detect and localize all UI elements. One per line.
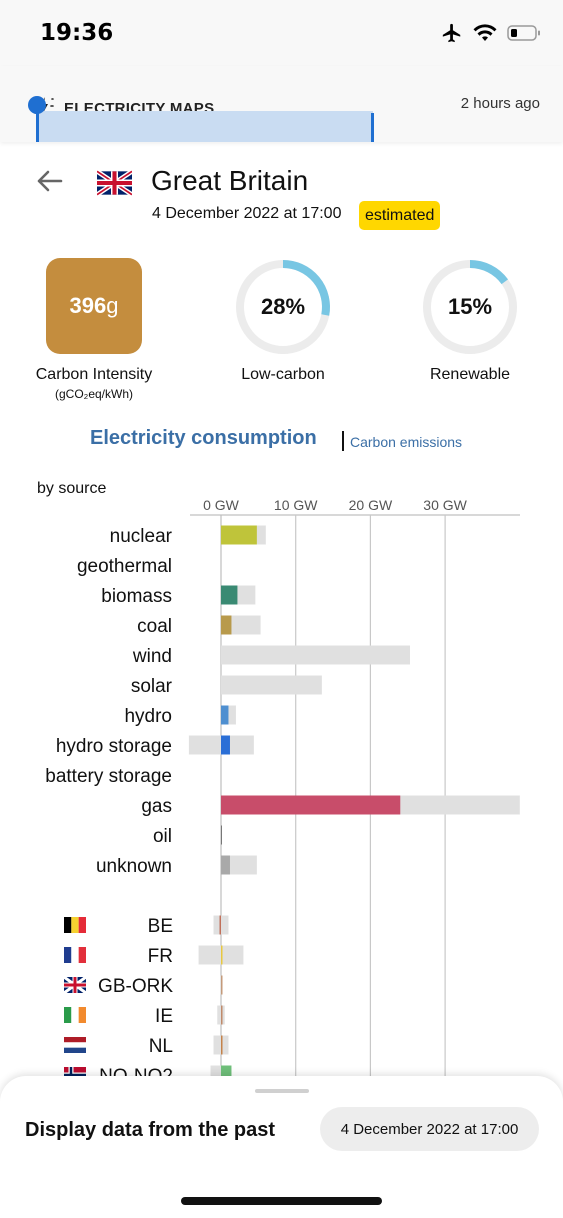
flag-stripe xyxy=(64,1047,86,1053)
carbon-intensity-unit: (gCO₂eq/kWh) xyxy=(54,387,133,401)
source-label: hydro storage xyxy=(56,736,172,757)
time-slider-handle[interactable] xyxy=(28,96,46,114)
exchange-bar xyxy=(221,1065,232,1085)
exchange-bar xyxy=(221,1005,223,1025)
flag-stripe xyxy=(71,917,79,933)
source-label: battery storage xyxy=(45,766,172,787)
low-carbon-gauge[interactable] xyxy=(233,257,333,357)
low-carbon-label: Low-carbon xyxy=(241,366,325,383)
source-label: coal xyxy=(137,616,172,637)
production-bar xyxy=(221,735,230,755)
flag-stripe xyxy=(78,917,86,933)
by-source-label: by source xyxy=(37,480,107,497)
status-icons xyxy=(441,22,541,49)
tab-carbon-emissions[interactable]: Carbon emissions xyxy=(350,434,463,450)
tab-electricity-consumption[interactable]: Electricity consumption xyxy=(90,427,317,449)
zone-date: 4 December 2022 at 17:00 xyxy=(152,205,342,222)
carbon-intensity-unit-suffix: g xyxy=(106,293,119,318)
production-bar xyxy=(221,525,257,545)
x-tick-label: 20 GW xyxy=(349,497,393,513)
x-tick-label: 10 GW xyxy=(274,497,318,513)
flag-stripe xyxy=(78,947,86,963)
source-label: unknown xyxy=(96,856,172,877)
production-chart: 0 GW 10 GW 20 GW 30 GW nuclear geothermal biom… xyxy=(45,497,520,1090)
last-updated: 2 hours ago xyxy=(460,95,540,112)
source-label: wind xyxy=(132,646,172,667)
flag-stripe xyxy=(78,1007,86,1023)
renewable-gauge[interactable] xyxy=(420,257,520,357)
low-carbon-value: 28% xyxy=(260,294,306,319)
time-slider-stem xyxy=(36,110,39,142)
exchange-label: IE xyxy=(155,1006,173,1027)
capacity-bar xyxy=(221,675,322,695)
exchange-label: FR xyxy=(148,946,173,967)
x-tick-label: 0 GW xyxy=(203,497,240,513)
production-bar xyxy=(221,585,238,605)
source-label: biomass xyxy=(101,586,172,607)
production-bar xyxy=(221,615,232,635)
source-label: solar xyxy=(131,676,173,697)
uk-flag-icon xyxy=(95,169,134,197)
sheet-handle[interactable] xyxy=(255,1089,309,1093)
wifi-icon xyxy=(473,24,497,47)
status-time: 19:36 xyxy=(40,20,114,46)
arrow-left-icon xyxy=(35,169,63,198)
exchange-label: NL xyxy=(149,1036,173,1057)
time-controller-title: Display data from the past xyxy=(25,1119,276,1141)
production-bar xyxy=(221,855,230,875)
source-label: geothermal xyxy=(77,556,172,577)
carbon-intensity-label: Carbon Intensity xyxy=(35,366,153,383)
x-tick-label: 30 GW xyxy=(423,497,467,513)
flag-stripe xyxy=(71,947,79,963)
time-slider-end-marker xyxy=(371,113,374,142)
home-indicator xyxy=(181,1197,382,1205)
source-label: gas xyxy=(141,796,172,817)
flag-stripe xyxy=(64,1042,86,1048)
exchange-bar xyxy=(221,945,223,965)
flag-stripe xyxy=(64,977,86,993)
source-label: oil xyxy=(153,826,172,847)
production-bar xyxy=(221,705,229,725)
flag-stripe xyxy=(64,917,72,933)
time-controller-sheet[interactable]: Display data from the past 4 December 20… xyxy=(0,1076,563,1218)
carbon-intensity-box: 396 g xyxy=(46,258,142,354)
time-slider-track[interactable] xyxy=(37,111,373,142)
airplane-icon xyxy=(441,22,463,49)
flag-stripe xyxy=(64,1007,72,1023)
flag-stripe xyxy=(64,1037,86,1043)
flag-stripe xyxy=(64,947,72,963)
production-bar xyxy=(221,795,401,815)
exchange-label: BE xyxy=(148,916,173,937)
status-bar: 19:36 xyxy=(0,0,563,66)
production-bar xyxy=(221,825,222,845)
exchange-bar xyxy=(221,1035,223,1055)
source-label: hydro xyxy=(124,706,172,727)
battery-icon xyxy=(507,25,541,46)
carbon-intensity-value: 396 xyxy=(69,293,107,318)
selected-date-pill[interactable]: 4 December 2022 at 17:00 xyxy=(320,1107,539,1151)
flag-stripe xyxy=(71,1007,79,1023)
exchange-bar xyxy=(221,975,223,995)
back-button[interactable] xyxy=(32,168,66,198)
exchange-label: GB-ORK xyxy=(98,976,173,997)
estimated-badge: estimated xyxy=(359,201,441,230)
source-label: nuclear xyxy=(110,526,173,547)
zone-name: Great Britain xyxy=(151,165,309,196)
capacity-bar xyxy=(221,645,410,665)
exchange-bar xyxy=(219,915,222,935)
renewable-value: 15% xyxy=(447,294,493,319)
tab-separator xyxy=(342,431,344,451)
renewable-label: Renewable xyxy=(429,366,511,383)
